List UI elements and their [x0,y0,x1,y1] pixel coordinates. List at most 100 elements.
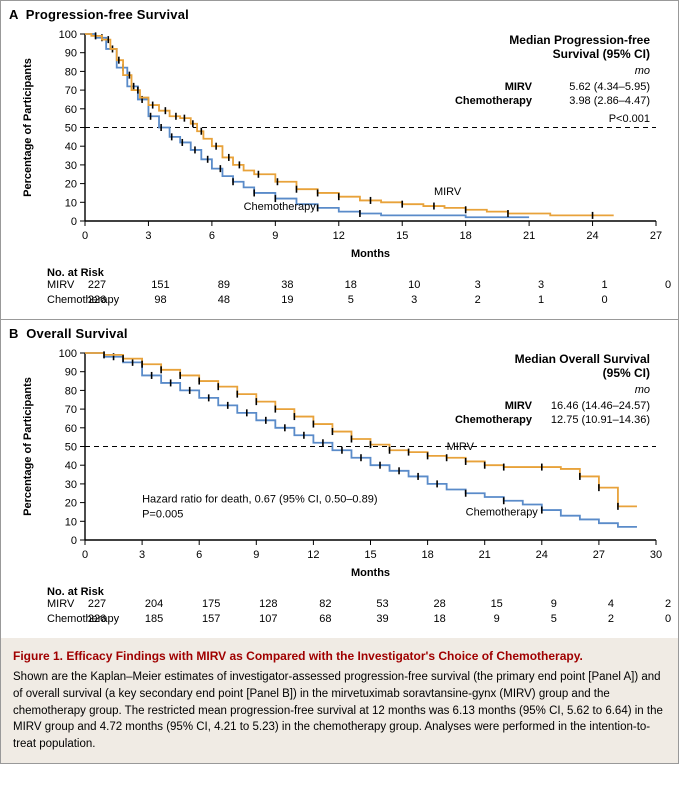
svg-text:(95% CI): (95% CI) [603,366,650,380]
svg-text:Months: Months [351,248,390,260]
svg-text:P=0.005: P=0.005 [142,509,183,521]
risk-cell: 9 [551,598,557,610]
risk-cell: 226 [88,294,106,306]
svg-text:80: 80 [65,66,77,78]
panel-a-chart: 01020304050607080901000369121518212427Mo… [1,24,678,267]
risk-cell: 227 [88,598,106,610]
risk-cell: 175 [202,598,220,610]
panel-b-header: B Overall Survival [1,320,678,343]
svg-text:20: 20 [65,498,77,510]
svg-text:Median Overall Survival: Median Overall Survival [515,352,650,366]
panel-b-letter: B [9,326,19,341]
panel-b: B Overall Survival 010203040506070809010… [1,320,678,638]
svg-text:30: 30 [65,479,77,491]
svg-text:MIRV: MIRV [434,186,462,198]
risk-cell: 128 [259,598,277,610]
svg-text:21: 21 [479,549,491,561]
svg-text:Median Progression-free: Median Progression-free [509,33,650,47]
risk-cell: 2 [475,294,481,306]
svg-text:70: 70 [65,85,77,97]
risk-row-name: MIRV [47,279,167,294]
risk-cell: 10 [408,279,420,291]
risk-cell: 5 [348,294,354,306]
svg-text:Percentage of Participants: Percentage of Participants [22,58,34,197]
svg-text:Chemotherapy: Chemotherapy [244,201,317,213]
risk-cell: 38 [281,279,293,291]
risk-rows-b: MIRV22720417512882532815942Chemotherapy2… [13,598,666,628]
panel-a-risk: No. at Risk MIRV227151893818103310Chemot… [1,267,678,319]
svg-text:100: 100 [59,348,77,360]
caption-title: Figure 1. Efficacy Findings with MIRV as… [13,648,666,665]
panel-a-header: A Progression-free Survival [1,1,678,24]
risk-cell: 157 [202,613,220,625]
figure-caption: Figure 1. Efficacy Findings with MIRV as… [1,638,678,763]
svg-text:0: 0 [71,216,77,228]
risk-cell: 1 [601,279,607,291]
risk-cell: 3 [411,294,417,306]
caption-body: Shown are the Kaplan–Meier estimates of … [13,669,666,752]
svg-text:15: 15 [396,230,408,242]
svg-text:60: 60 [65,423,77,435]
svg-text:90: 90 [65,367,77,379]
svg-text:12: 12 [333,230,345,242]
risk-cell: 2 [665,598,671,610]
panel-a-svg: 01020304050607080901000369121518212427Mo… [13,28,668,263]
risk-cell: 3 [475,279,481,291]
risk-cell: 204 [145,598,163,610]
risk-row-name: Chemotherapy [47,294,167,309]
risk-row: Chemotherapy22698481953210 [13,294,666,309]
panel-b-risk: No. at Risk MIRV22720417512882532815942C… [1,586,678,638]
risk-cell: 15 [491,598,503,610]
svg-text:80: 80 [65,385,77,397]
svg-text:27: 27 [593,549,605,561]
risk-cell: 53 [376,598,388,610]
svg-text:10: 10 [65,516,77,528]
risk-cell: 18 [345,279,357,291]
risk-cell: 227 [88,279,106,291]
svg-text:24: 24 [586,230,598,242]
risk-cell: 107 [259,613,277,625]
svg-text:30: 30 [650,549,662,561]
risk-row: MIRV22720417512882532815942 [13,598,666,613]
risk-rows-a: MIRV227151893818103310Chemotherapy226984… [13,279,666,309]
panel-a-letter: A [9,7,18,22]
risk-cell: 1 [538,294,544,306]
svg-text:20: 20 [65,179,77,191]
panel-b-chart: 0102030405060708090100036912151821242730… [1,343,678,586]
risk-row: MIRV227151893818103310 [13,279,666,294]
svg-text:90: 90 [65,48,77,60]
svg-text:Survival (95% CI): Survival (95% CI) [553,47,650,61]
svg-text:18: 18 [460,230,472,242]
svg-text:MIRV: MIRV [505,81,533,93]
risk-cell: 0 [665,279,671,291]
svg-text:60: 60 [65,104,77,116]
svg-text:10: 10 [65,197,77,209]
risk-cell: 19 [281,294,293,306]
risk-cell: 151 [151,279,169,291]
svg-text:40: 40 [65,460,77,472]
svg-text:16.46 (14.46–24.57): 16.46 (14.46–24.57) [551,400,650,412]
svg-text:27: 27 [650,230,662,242]
panel-b-title: Overall Survival [26,326,127,341]
svg-text:Months: Months [351,567,390,579]
svg-text:Hazard ratio for death, 0.67 (: Hazard ratio for death, 0.67 (95% CI, 0.… [142,494,377,506]
risk-cell: 226 [88,613,106,625]
risk-cell: 3 [538,279,544,291]
panel-b-svg: 0102030405060708090100036912151821242730… [13,347,668,582]
svg-text:50: 50 [65,442,77,454]
svg-text:Chemotherapy: Chemotherapy [455,414,533,426]
svg-text:100: 100 [59,29,77,41]
svg-text:mo: mo [635,65,650,77]
risk-row: Chemotherapy2261851571076839189520 [13,613,666,628]
svg-text:6: 6 [209,230,215,242]
svg-text:0: 0 [82,549,88,561]
svg-text:0: 0 [71,535,77,547]
svg-text:0: 0 [82,230,88,242]
svg-text:Percentage of Participants: Percentage of Participants [22,377,34,516]
risk-cell: 5 [551,613,557,625]
svg-text:Chemotherapy: Chemotherapy [466,507,539,519]
svg-text:21: 21 [523,230,535,242]
svg-text:3.98 (2.86–4.47): 3.98 (2.86–4.47) [569,95,650,107]
svg-text:MIRV: MIRV [447,441,475,453]
svg-text:24: 24 [536,549,548,561]
